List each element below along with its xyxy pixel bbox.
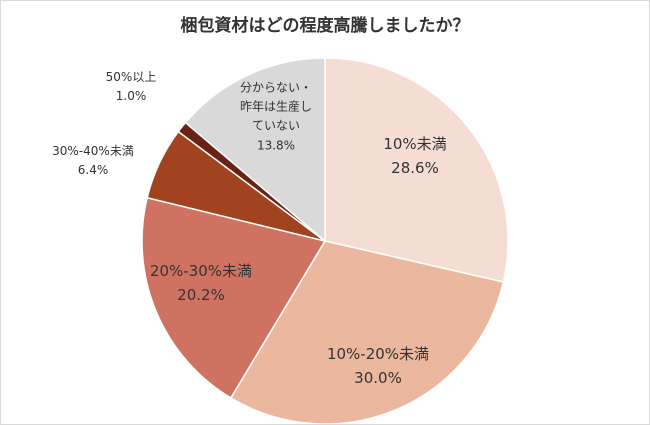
slice-label: 30%-40%未満 6.4% [38,142,148,180]
category-label: 分からない・昨年は生産していない [239,80,312,133]
value-label: 6.4% [77,163,109,177]
pie-slice [229,240,505,424]
value-label: 28.6% [391,159,439,177]
category-label: 30%-40%未満 [52,143,134,158]
slice-label: 50%以上 1.0% [91,68,171,106]
category-label: 10%未満 [383,135,447,153]
slice-label: 分からない・昨年は生産していない 13.8% [236,79,316,156]
slice-label: 10%未満 28.6% [355,132,475,180]
category-label: 10%-20%未満 [326,345,430,363]
slice-label: 10%-20%未満 30.0% [308,342,448,390]
chart-title: 梱包資材はどの程度高騰しましたか？ [180,16,470,36]
slice-label: 20%-30%未満 20.2% [131,259,271,307]
value-label: 20.2% [177,286,225,304]
value-label: 13.8% [256,138,296,153]
pie-slice [184,57,326,243]
pie-slice [324,57,509,283]
pie-slice [141,196,327,399]
category-label: 20%-30%未満 [149,262,253,280]
value-label: 1.0% [115,89,147,103]
value-label: 30.0% [354,369,402,387]
category-label: 50%以上 [105,69,157,84]
